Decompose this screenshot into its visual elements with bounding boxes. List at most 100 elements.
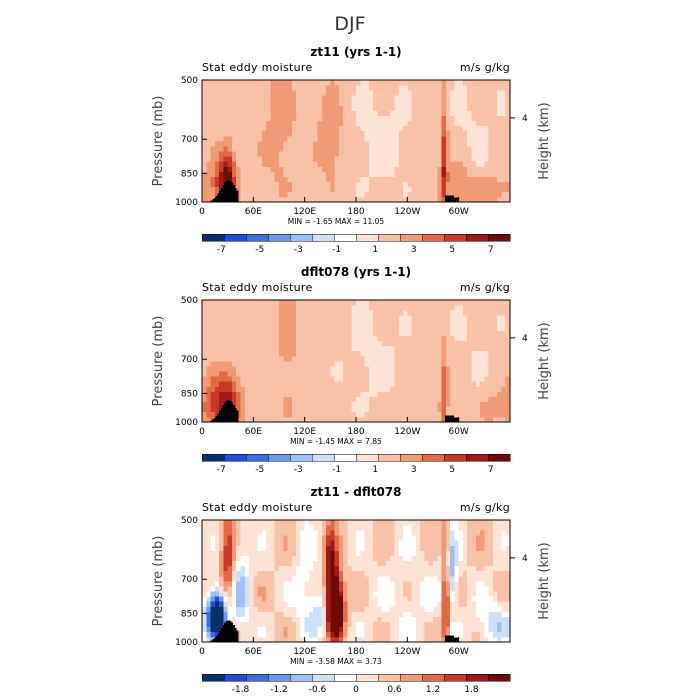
heatmap-cell xyxy=(433,345,438,352)
heatmap-cell xyxy=(270,310,276,316)
heatmap-cell xyxy=(304,146,310,152)
heatmap-cell xyxy=(407,105,413,111)
heatmap-cell xyxy=(428,520,434,526)
heatmap-cell xyxy=(308,581,314,587)
heatmap-cell xyxy=(304,535,310,541)
heatmap-cell xyxy=(415,550,421,556)
heatmap-cell xyxy=(458,300,464,306)
heatmap-cell xyxy=(480,105,485,111)
heatmap-cell xyxy=(296,401,301,408)
heatmap-cell xyxy=(462,310,468,316)
heatmap-cell xyxy=(428,366,434,372)
heatmap-cell xyxy=(274,366,280,372)
heatmap-cell xyxy=(441,621,447,628)
heatmap-cell xyxy=(330,146,336,152)
heatmap-cell xyxy=(373,95,378,101)
heatmap-cell xyxy=(283,310,288,316)
heatmap-cell xyxy=(368,371,374,377)
heatmap-cell xyxy=(467,100,472,106)
heatmap-cell xyxy=(368,120,374,127)
heatmap-cell xyxy=(338,186,344,193)
heatmap-cell xyxy=(261,545,267,551)
heatmap-cell xyxy=(437,621,442,628)
heatmap-cell xyxy=(317,570,323,577)
heatmap-cell xyxy=(270,361,276,367)
heatmap-cell xyxy=(321,366,327,372)
heatmap-cell xyxy=(291,110,297,116)
heatmap-cell xyxy=(317,361,323,367)
heatmap-cell xyxy=(236,406,241,413)
heatmap-cell xyxy=(505,411,511,418)
heatmap-cell xyxy=(321,581,327,587)
heatmap-cell xyxy=(291,555,297,562)
colorbar-swatch xyxy=(201,233,225,242)
heatmap-cell xyxy=(326,550,331,556)
topography-block xyxy=(451,415,454,422)
heatmap-cell xyxy=(347,95,353,101)
heatmap-cell xyxy=(385,95,391,101)
heatmap-cell xyxy=(492,191,498,198)
heatmap-cell xyxy=(270,575,276,582)
heatmap-cell xyxy=(274,611,280,617)
heatmap-cell xyxy=(343,416,348,423)
heatmap-cell xyxy=(373,545,378,551)
heatmap-cell xyxy=(279,340,284,347)
heatmap-cell xyxy=(244,535,250,541)
heatmap-cell xyxy=(415,115,421,122)
heatmap-cell xyxy=(411,196,417,203)
heatmap-cell xyxy=(253,315,259,321)
heatmap-cell xyxy=(437,596,442,602)
heatmap-cell xyxy=(313,130,318,137)
heatmap-cell xyxy=(420,606,425,612)
heatmap-cell xyxy=(467,95,472,101)
heatmap-cell xyxy=(287,330,293,336)
heatmap-cell xyxy=(394,90,400,96)
heatmap-cell xyxy=(261,416,267,423)
heatmap-cell xyxy=(202,626,207,633)
heatmap-cell xyxy=(223,530,229,536)
heatmap-cell xyxy=(231,85,237,91)
heatmap-cell xyxy=(202,591,207,597)
heatmap-cell xyxy=(501,135,507,142)
heatmap-cell xyxy=(437,176,442,183)
heatmap-cell xyxy=(240,350,246,357)
heatmap-cell xyxy=(420,181,425,188)
heatmap-cell xyxy=(433,355,438,362)
heatmap-cell xyxy=(300,171,306,177)
heatmap-cell xyxy=(210,366,216,372)
heatmap-cell xyxy=(433,525,438,531)
heatmap-cell xyxy=(501,300,507,306)
heatmap-cell xyxy=(505,401,511,408)
heatmap-cell xyxy=(343,520,348,526)
heatmap-cell xyxy=(467,315,472,321)
heatmap-cell xyxy=(206,345,211,352)
heatmap-cell xyxy=(291,171,297,177)
heatmap-cell xyxy=(231,310,237,316)
heatmap-cell xyxy=(214,621,220,628)
heatmap-cell xyxy=(219,325,224,331)
heatmap-cell xyxy=(398,320,404,326)
heatmap-cell xyxy=(261,361,267,367)
heatmap-cell xyxy=(420,191,425,198)
heatmap-cell xyxy=(454,125,460,132)
heatmap-cell xyxy=(403,371,408,377)
heatmap-cell xyxy=(304,621,310,628)
heatmap-cell xyxy=(317,120,323,127)
heatmap-cell xyxy=(415,181,421,188)
heatmap-cell xyxy=(394,300,400,306)
heatmap-cell xyxy=(279,176,284,183)
heatmap-cell xyxy=(261,570,267,577)
heatmap-cell xyxy=(287,141,293,147)
heatmap-cell xyxy=(244,411,250,418)
heatmap-cell xyxy=(505,151,511,157)
heatmap-cell xyxy=(244,141,250,147)
heatmap-cell xyxy=(445,120,451,127)
heatmap-cell xyxy=(373,310,378,316)
heatmap-cell xyxy=(394,320,400,326)
heatmap-cell xyxy=(330,310,336,316)
heatmap-cell xyxy=(279,146,284,152)
heatmap-cell xyxy=(437,636,442,643)
heatmap-cell xyxy=(411,176,417,183)
heatmap-cell xyxy=(334,110,340,116)
heatmap-cell xyxy=(420,361,425,367)
